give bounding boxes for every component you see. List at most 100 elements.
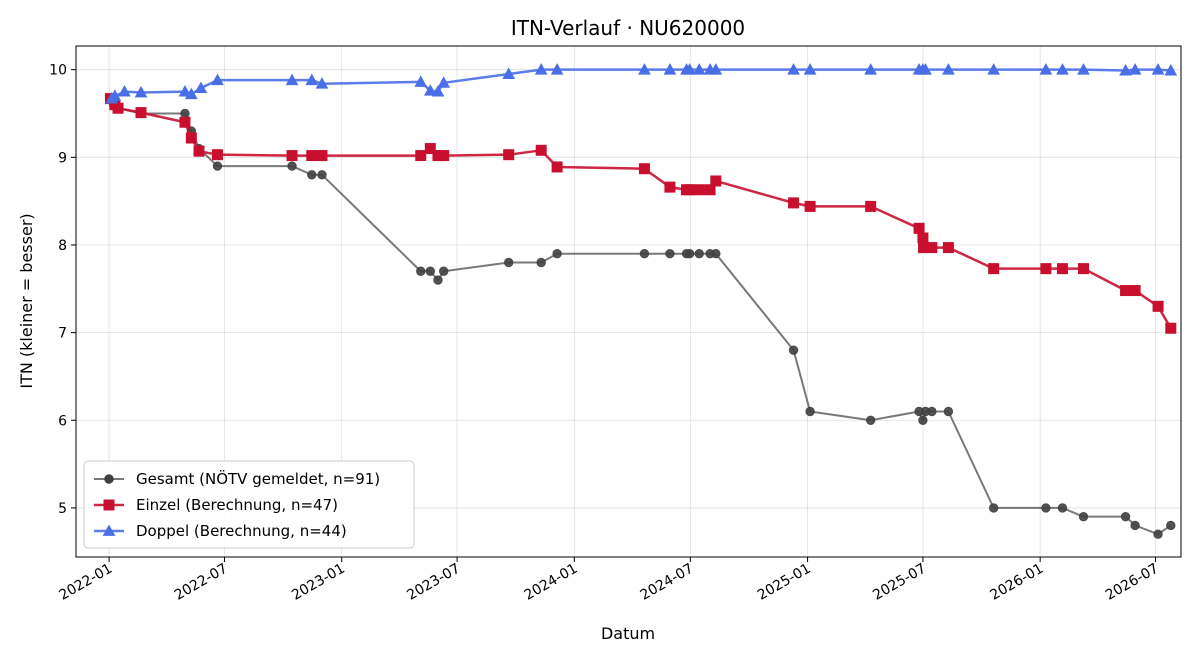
data-point	[286, 150, 298, 162]
data-point	[534, 63, 548, 75]
data-point	[1078, 263, 1089, 275]
data-point	[1119, 64, 1132, 76]
data-point	[315, 77, 329, 89]
x-tick-label: 2024-01	[522, 561, 581, 604]
data-point	[805, 406, 815, 417]
data-point	[1164, 64, 1178, 76]
data-point	[1120, 511, 1131, 522]
data-point	[638, 63, 651, 75]
data-point	[987, 63, 1000, 75]
data-point	[1077, 63, 1090, 75]
data-point	[316, 150, 328, 162]
data-point	[212, 161, 223, 171]
data-point	[1041, 503, 1051, 513]
legend-label: Gesamt (NÖTV gemeldet, n=91)	[136, 469, 380, 488]
data-point	[665, 249, 675, 259]
y-tick-label: 9	[58, 150, 67, 166]
data-point	[1120, 285, 1132, 297]
data-point	[804, 200, 816, 212]
data-point	[1056, 263, 1068, 275]
data-point	[118, 85, 131, 97]
data-point	[638, 163, 650, 175]
data-point	[551, 161, 563, 173]
data-point	[1166, 520, 1176, 531]
legend-box	[83, 460, 415, 549]
x-tick-label: 2022-07	[172, 561, 231, 604]
chart-title: ITN-Verlauf · NU620000	[511, 16, 745, 40]
series-line	[110, 68, 1171, 100]
data-point	[503, 257, 514, 268]
data-point	[287, 161, 297, 171]
legend-marker	[102, 524, 116, 536]
data-point	[179, 116, 191, 128]
data-point	[414, 75, 428, 87]
legend-label: Einzel (Berechnung, n=47)	[136, 496, 338, 514]
series-layer	[104, 63, 1178, 539]
data-point	[942, 242, 954, 254]
data-point	[1039, 63, 1053, 75]
data-point	[305, 73, 319, 86]
data-point	[306, 150, 318, 162]
data-point	[918, 415, 928, 425]
legend-marker	[103, 499, 115, 511]
x-axis-title: Datum	[601, 624, 655, 643]
y-tick-label: 8	[58, 238, 67, 254]
data-point	[693, 184, 705, 196]
data-point	[135, 107, 147, 119]
data-point	[536, 257, 546, 268]
data-point	[285, 73, 299, 86]
data-point	[788, 345, 799, 355]
x-tick-label: 2024-07	[638, 561, 697, 604]
data-point	[913, 222, 925, 234]
data-point	[694, 249, 704, 259]
series-line	[109, 97, 1172, 329]
data-point	[194, 81, 208, 93]
x-tick-label: 2023-01	[289, 561, 348, 604]
data-point	[1151, 63, 1165, 75]
data-point	[180, 108, 190, 119]
data-point	[787, 63, 800, 75]
data-point	[317, 170, 327, 180]
data-point	[438, 266, 449, 276]
data-point	[431, 85, 445, 97]
data-point	[307, 170, 317, 180]
data-point	[535, 144, 547, 156]
data-point	[184, 87, 198, 100]
series-2	[104, 93, 1177, 334]
data-point	[865, 415, 876, 425]
data-point	[711, 249, 721, 259]
data-point	[926, 242, 938, 254]
data-point	[663, 63, 677, 75]
legend-item: Doppel (Berechnung, n=44)	[94, 522, 347, 540]
data-point	[683, 63, 697, 75]
data-point	[1153, 529, 1163, 539]
x-tick-label: 2026-07	[1103, 561, 1162, 604]
data-point	[684, 184, 696, 196]
y-tick-label: 6	[58, 413, 67, 429]
legend-item: Einzel (Berechnung, n=47)	[94, 496, 338, 514]
data-point	[942, 63, 955, 75]
data-point	[1040, 263, 1052, 275]
y-tick-label: 5	[58, 501, 67, 517]
x-tick-label: 2025-07	[870, 561, 929, 604]
data-point	[917, 232, 929, 244]
data-point	[709, 63, 723, 75]
data-point	[1056, 63, 1069, 75]
x-tick-label: 2026-01	[988, 561, 1047, 604]
data-point	[416, 266, 426, 276]
y-tick-label: 7	[58, 326, 67, 342]
legend-label: Doppel (Berechnung, n=44)	[136, 522, 347, 540]
data-point	[704, 184, 716, 196]
data-point	[437, 76, 451, 88]
series-3	[105, 63, 1178, 104]
data-point	[108, 89, 122, 101]
data-point	[864, 63, 878, 75]
data-point	[502, 67, 516, 79]
data-point	[943, 406, 954, 417]
data-point	[865, 200, 877, 212]
data-point	[433, 275, 443, 285]
data-point	[664, 181, 676, 193]
legend: Gesamt (NÖTV gemeldet, n=91) Einzel (Bere…	[83, 460, 415, 549]
legend-marker	[104, 474, 114, 484]
